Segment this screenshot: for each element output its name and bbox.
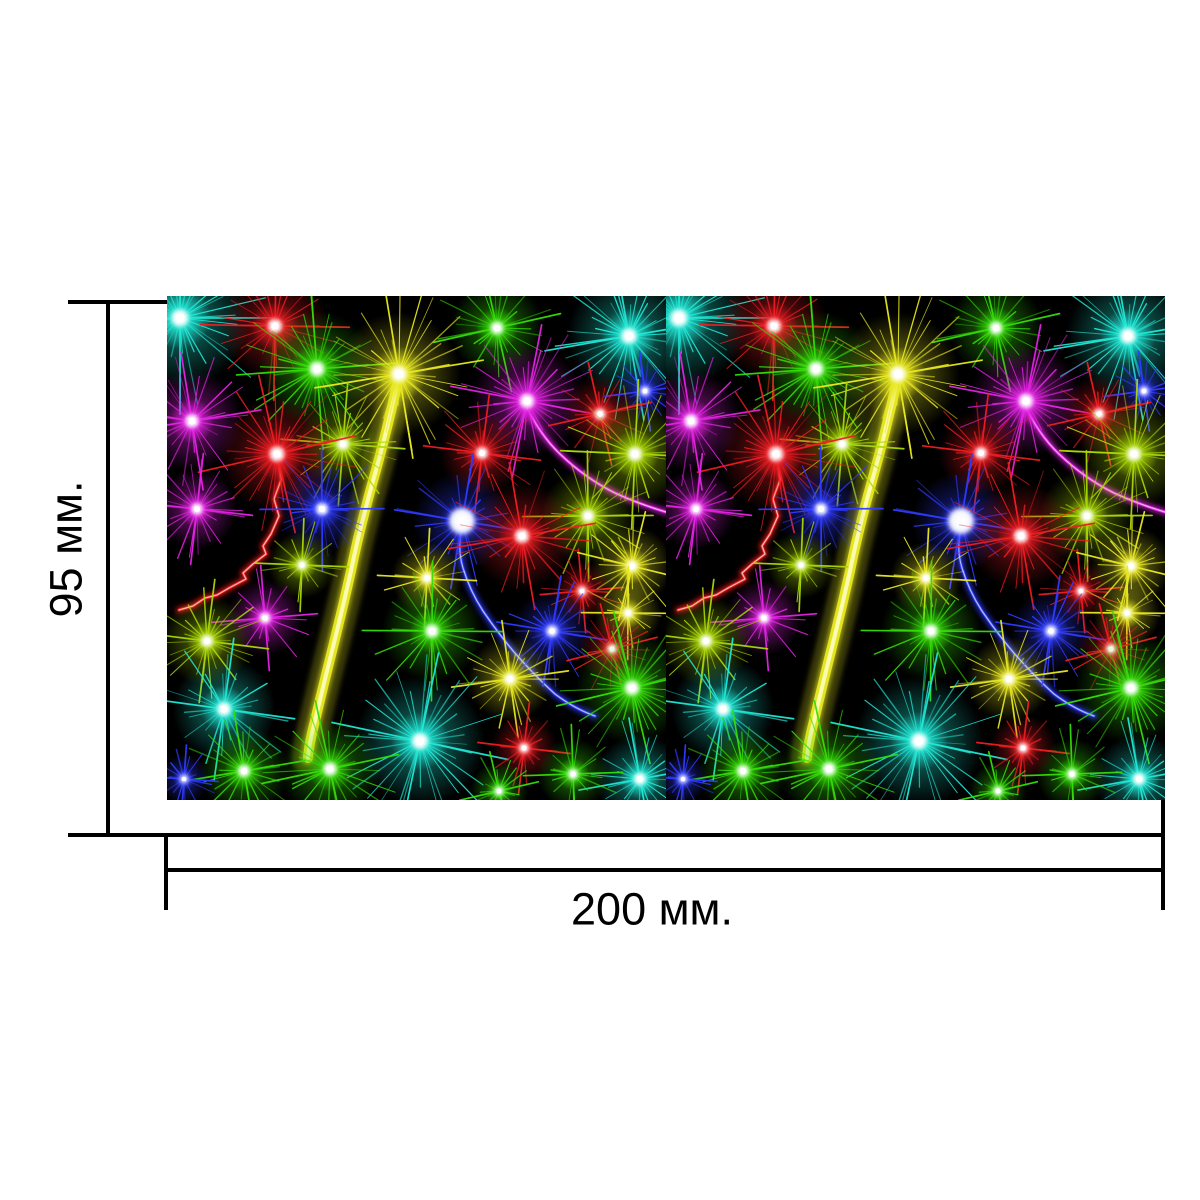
- width-dimension-right-tick: [1161, 800, 1165, 910]
- product-image-fireworks-pattern: [167, 296, 1165, 800]
- fireworks-tiles-svg: [167, 296, 1165, 800]
- height-dimension-label: 95 мм.: [40, 480, 92, 618]
- width-dimension-left-tick: [164, 833, 168, 910]
- height-dimension-top-tick: [68, 300, 167, 304]
- width-dimension-label: 200 мм.: [571, 883, 733, 935]
- bottom-boundary-line: [68, 833, 1165, 837]
- height-dimension-line: [106, 300, 110, 837]
- width-dimension-line: [164, 868, 1165, 872]
